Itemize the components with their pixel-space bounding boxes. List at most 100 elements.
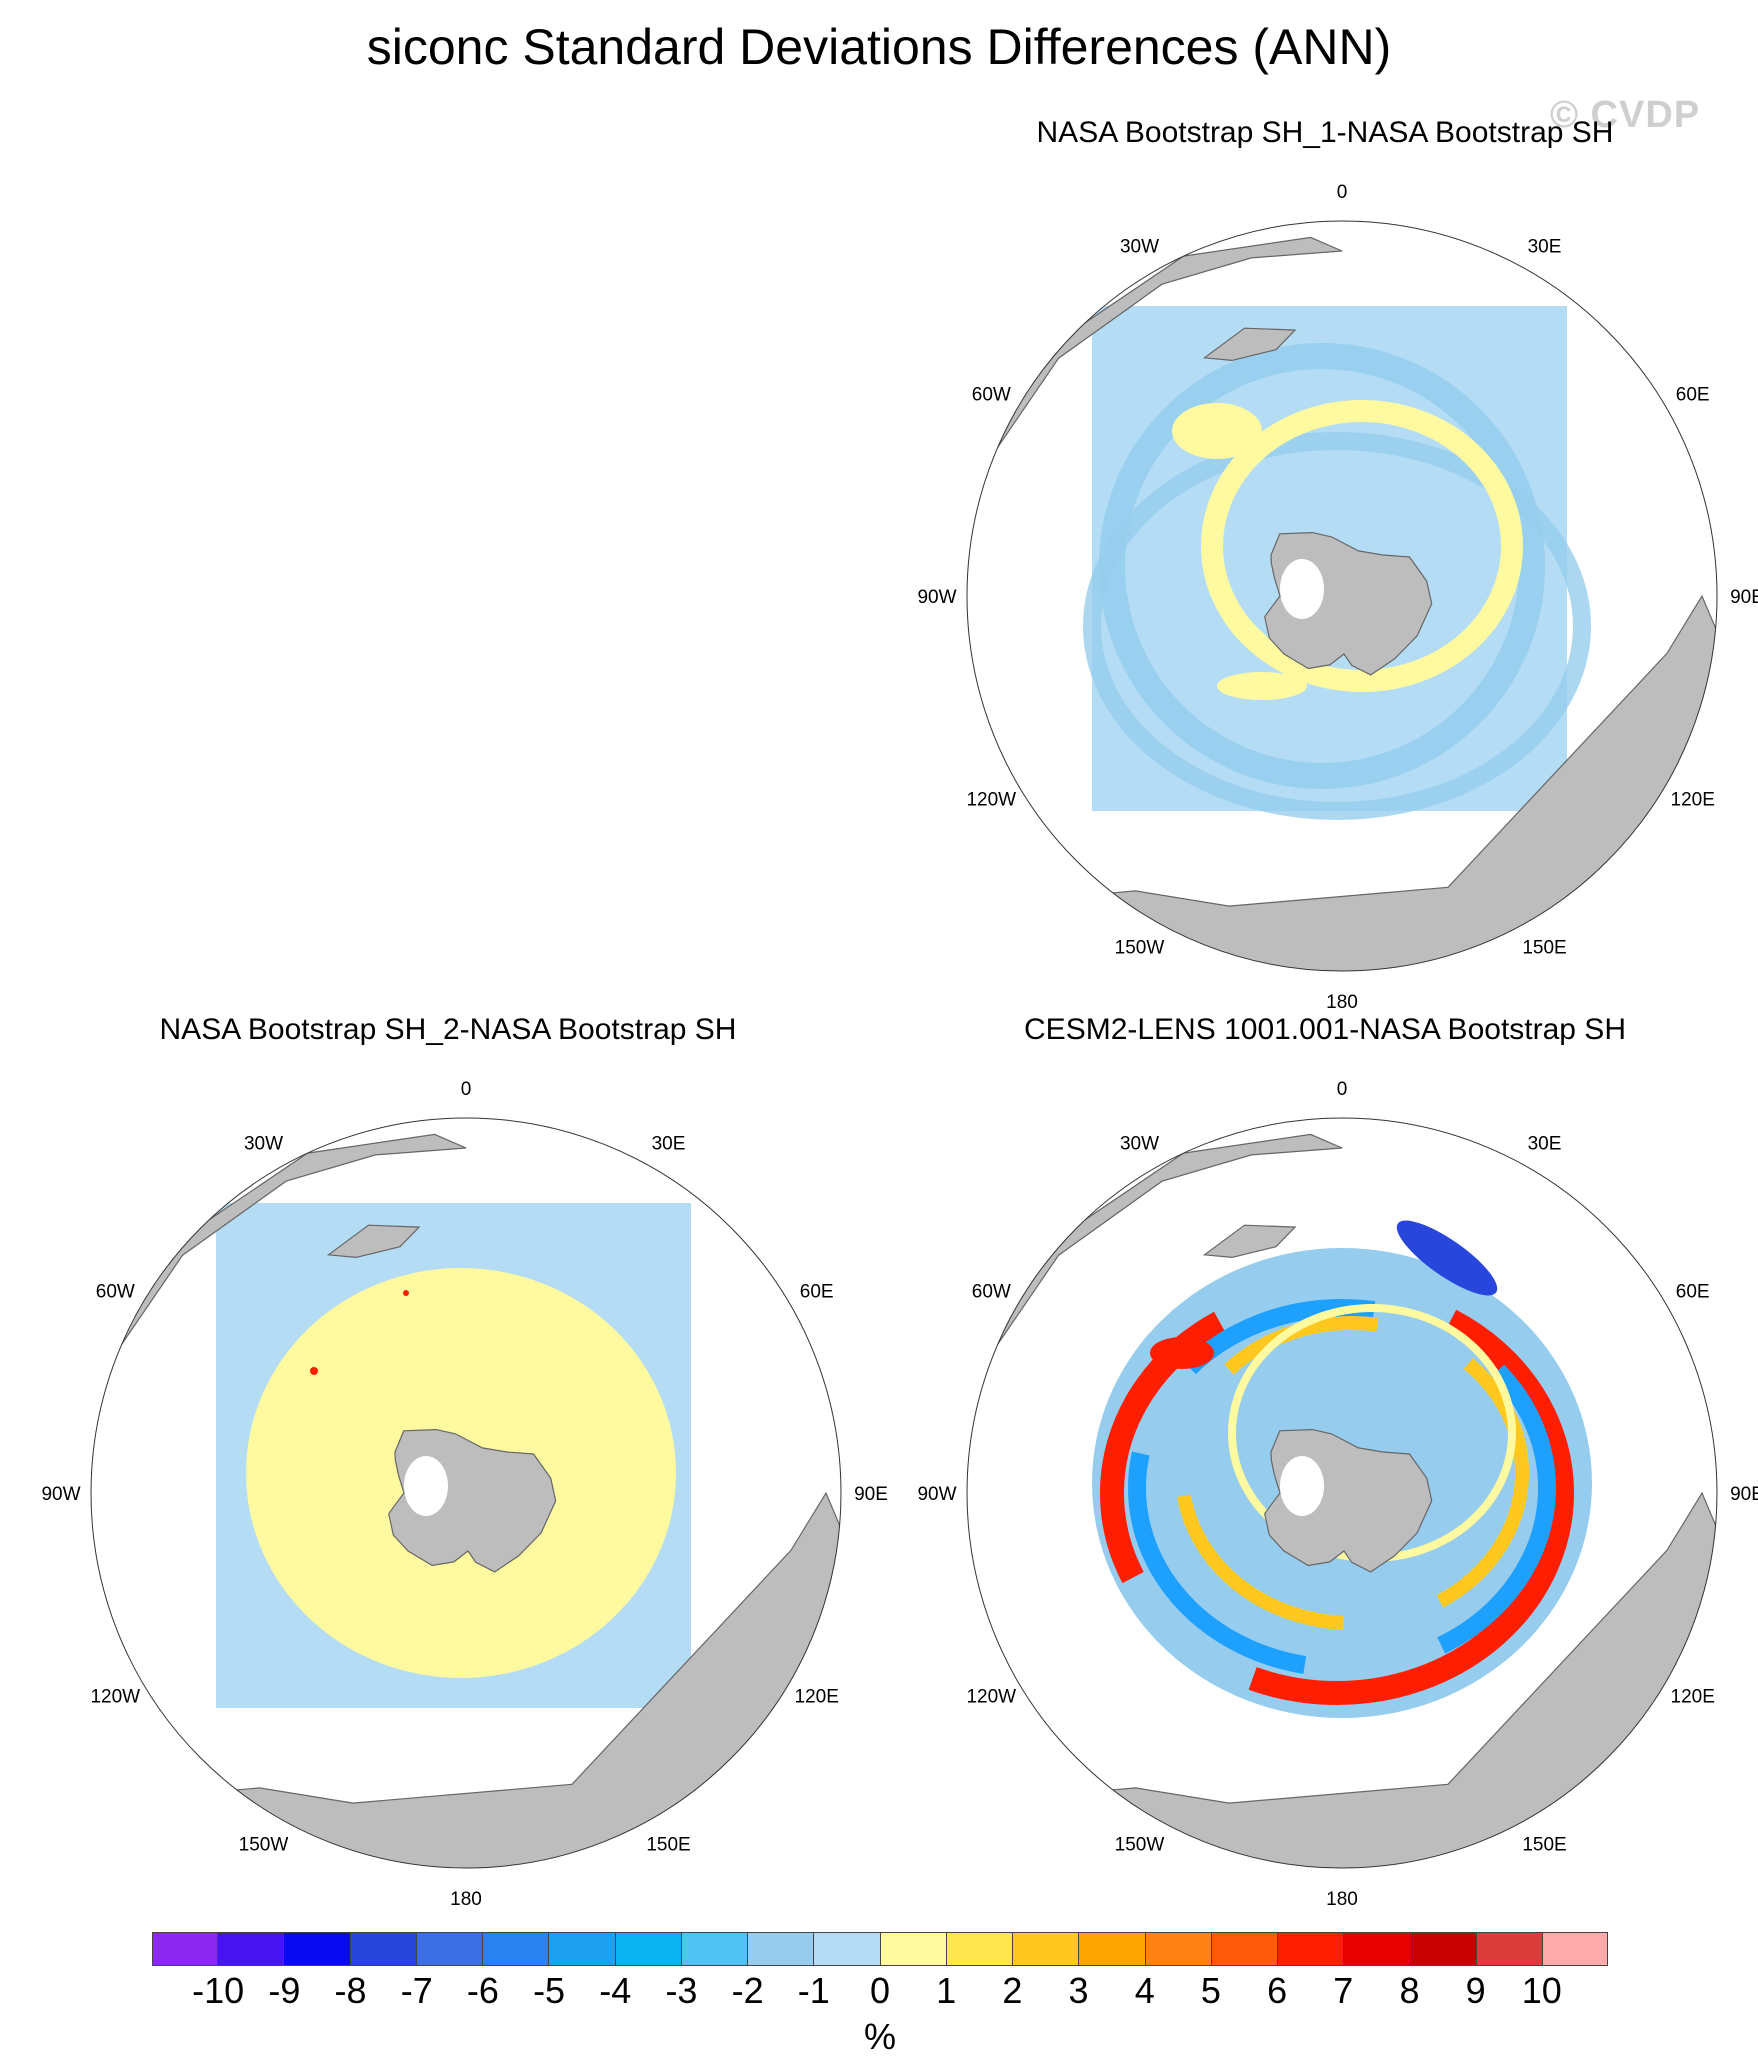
ice-patch: [1396, 1220, 1498, 1296]
panel-3-title: CESM2-LENS 1001.001-NASA Bootstrap SH: [1024, 1013, 1626, 1046]
colorbar-box: [1145, 1932, 1212, 1966]
longitude-label: 150E: [646, 1835, 690, 1856]
colorbar-box: [1542, 1932, 1609, 1966]
longitude-label: 60E: [1676, 1282, 1710, 1303]
colorbar-tick-label: 0: [869, 1970, 891, 2011]
colorbar-tick-label: -5: [533, 1970, 566, 2011]
longitude-label: 30W: [244, 1133, 283, 1154]
longitude-label: 120W: [90, 1687, 140, 1708]
colorbar-box: [1079, 1932, 1146, 1966]
colorbar-tick-label: -1: [797, 1970, 830, 2011]
colorbar-tick-label: -3: [665, 1970, 698, 2011]
colorbar-box: [946, 1932, 1014, 1966]
longitude-label: 150E: [1522, 938, 1566, 959]
longitude-label: 60E: [800, 1282, 834, 1303]
colorbar: [152, 1932, 1609, 1966]
longitude-label: 120W: [966, 790, 1016, 811]
colorbar-box: [284, 1932, 351, 1966]
longitude-label: 150W: [1115, 1835, 1165, 1856]
longitude-label: 60E: [1676, 385, 1710, 406]
longitude-label: 150E: [1522, 1835, 1566, 1856]
ice-shelf: [404, 1456, 448, 1516]
colorbar-box: [748, 1932, 815, 1966]
longitude-label: 0: [461, 1079, 472, 1100]
tasmania-landmass: [326, 1224, 421, 1259]
colorbar-tick-label: -7: [400, 1970, 433, 2011]
colorbar-box: [416, 1932, 484, 1966]
colorbar-box: [218, 1932, 285, 1966]
map-boundary: [966, 220, 1718, 972]
colorbar-box: [1344, 1932, 1411, 1966]
colorbar-tick-label: 2: [1002, 1970, 1023, 2011]
colorbar-box: [615, 1932, 682, 1966]
longitude-label: 180: [450, 1889, 482, 1910]
colorbar-box: [1277, 1932, 1345, 1966]
ice-patch: [1150, 1337, 1214, 1369]
colorbar-tick-label: 3: [1068, 1970, 1089, 2011]
longitude-label: 90E: [854, 1484, 888, 1505]
longitude-label: 60W: [972, 385, 1011, 406]
ice-band: [1100, 1281, 1574, 1705]
colorbar-box: [1476, 1932, 1543, 1966]
colorbar-tick-label: -6: [466, 1970, 499, 2011]
colorbar-tick-label: 6: [1267, 1970, 1288, 2011]
longitude-label: 90W: [917, 1484, 956, 1505]
colorbar-tick-label: 10: [1521, 1970, 1562, 2011]
colorbar-tick-label: 7: [1333, 1970, 1354, 2011]
longitude-label: 120E: [795, 1687, 839, 1708]
coast-ring: [1201, 400, 1523, 692]
ice-band: [1175, 1316, 1529, 1630]
ice-patch: [1172, 403, 1262, 459]
ice-patch: [1217, 672, 1307, 700]
ice-shelf: [1280, 1456, 1324, 1516]
longitude-label: 30E: [652, 1133, 686, 1154]
longitude-label: 60W: [96, 1282, 135, 1303]
longitude-label: 30W: [1120, 236, 1159, 257]
panel-3-map: 0 30E 60E 90E 120E 150E 180 150W 120W 90W 60W 30W: [917, 1079, 1758, 1910]
colorbar-tick-label: 8: [1399, 1970, 1420, 2011]
colorbar-tick-label: 1: [936, 1970, 957, 2011]
longitude-label: 90E: [1730, 587, 1758, 608]
ice-band: [1083, 432, 1591, 820]
colorbar-box: [483, 1932, 550, 1966]
longitude-label: 120E: [1671, 790, 1715, 811]
colorbar-tick-label: 9: [1465, 1970, 1486, 2011]
longitude-label: 30W: [1120, 1133, 1159, 1154]
tasmania-landmass: [1202, 327, 1297, 362]
figure-title: siconc Standard Deviations Differences (…: [366, 19, 1392, 75]
longitude-label: 120E: [1671, 1687, 1715, 1708]
longitude-label: 120W: [966, 1687, 1016, 1708]
longitude-label: 180: [1326, 992, 1358, 1013]
longitude-label: 180: [1326, 1889, 1358, 1910]
colorbar-box: [1013, 1932, 1080, 1966]
ice-shelf: [1280, 559, 1324, 619]
panel-1-map: 0 30E 60E 90E 120E 150E 180 150W 120W 90W 60W 30W: [917, 182, 1758, 1013]
longitude-label: 90W: [41, 1484, 80, 1505]
colorbar-tick-label: 5: [1200, 1970, 1221, 2011]
longitude-label: 0: [1337, 182, 1348, 203]
tasmania-landmass: [1202, 1224, 1297, 1259]
longitude-label: 60W: [972, 1282, 1011, 1303]
colorbar-box: [350, 1932, 417, 1966]
longitude-label: 90E: [1730, 1484, 1758, 1505]
map-boundary: [90, 1117, 842, 1869]
longitude-label: 150W: [1115, 938, 1165, 959]
longitude-label: 90W: [917, 587, 956, 608]
panel-2-map: 0 30E 60E 90E 120E 150E 180 150W 120W 90W 60W 30W: [41, 1079, 887, 1910]
colorbar-box: [814, 1932, 881, 1966]
ice-dot: [310, 1367, 318, 1375]
colorbar-box: [681, 1932, 749, 1966]
map-boundary: [966, 1117, 1718, 1869]
colorbar-tick-label: -10: [192, 1970, 245, 2011]
colorbar-box: [1211, 1932, 1278, 1966]
colorbar-tick-label: -8: [334, 1970, 367, 2011]
panel-1-title: NASA Bootstrap SH_1-NASA Bootstrap SH: [1036, 116, 1614, 149]
colorbar-box: [549, 1932, 616, 1966]
colorbar-tick-label: -4: [599, 1970, 632, 2011]
ice-dot: [403, 1290, 409, 1296]
colorbar-unit: %: [863, 2016, 896, 2057]
colorbar-box: [152, 1932, 219, 1966]
panel-2-title: NASA Bootstrap SH_2-NASA Bootstrap SH: [159, 1013, 737, 1046]
longitude-label: 30E: [1528, 1133, 1562, 1154]
colorbar-box: [880, 1932, 947, 1966]
